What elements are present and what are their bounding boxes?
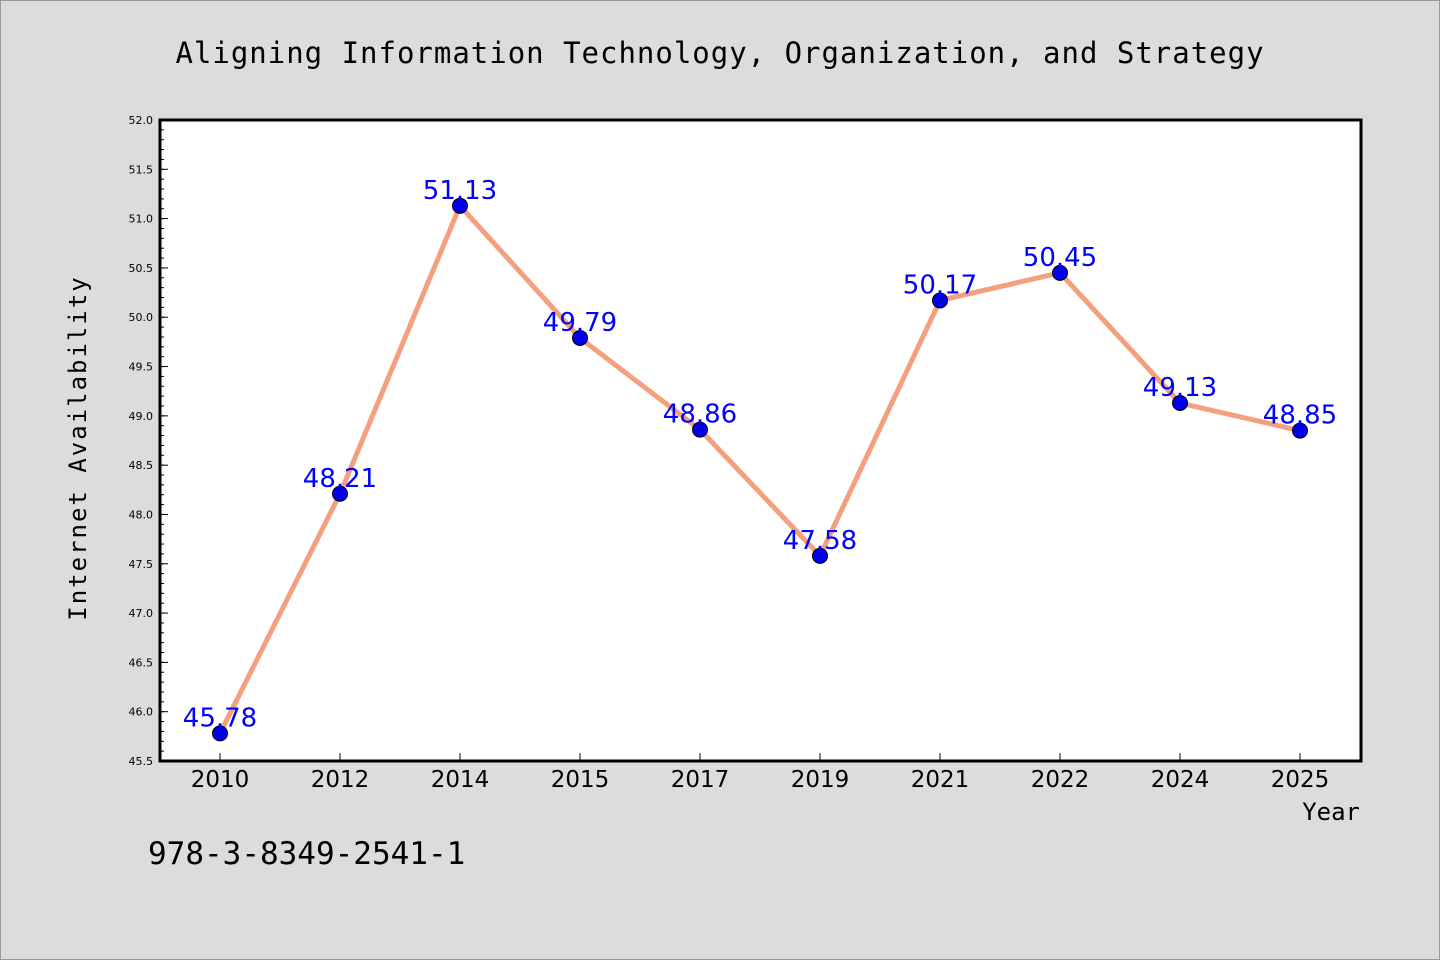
y-tick-label: 46.0 [129,706,154,719]
y-axis: 45.5 46.0 46.5 47.0 47.5 48.0 48.5 49.0 49.5 50.0… [129,114,168,768]
y-tick-label: 50.0 [129,311,154,324]
y-tick-label: 48.0 [129,508,154,521]
data-label: 49.13 [1143,373,1217,403]
y-tick-label: 49.5 [129,361,154,374]
data-label: 51.13 [423,176,497,206]
x-tick-label: 2012 [311,767,370,793]
series-line [217,203,1303,736]
data-label: 48.85 [1263,401,1337,431]
x-tick-label: 2014 [431,767,490,793]
y-tick-label: 51.5 [129,163,154,176]
data-label: 48.86 [663,400,737,430]
data-label: 50.45 [1023,243,1097,273]
data-point [692,421,708,438]
data-label: 49.79 [543,308,617,338]
data-label: 47.58 [783,526,857,556]
data-point [332,485,348,502]
x-axis: 2010 2012 2014 2015 2017 2019 2021 2022 2024 2025 [191,753,1330,793]
data-point [812,547,828,564]
series-layer: 45.78 48.21 51.13 49.79 48.86 47.58 50.17 50.45… [183,176,1337,742]
data-label: 48.21 [303,464,377,494]
y-tick-label: 47.0 [129,607,154,620]
y-tick-label: 48.5 [129,459,154,472]
data-point [572,329,588,346]
data-point [1052,264,1068,281]
data-label: 50.17 [903,270,977,300]
x-tick-label: 2010 [191,767,250,793]
x-tick-label: 2025 [1271,767,1330,793]
data-point [452,197,468,214]
isbn-footer: 978-3-8349-2541-1 [148,836,465,872]
chart-title: Aligning Information Technology, Organiz… [175,36,1264,70]
y-tick-label: 47.5 [129,558,154,571]
x-axis-label: Year [1302,798,1360,826]
plot-area [158,118,1363,763]
x-tick-label: 2017 [671,767,730,793]
data-point [1172,395,1188,412]
y-tick-label: 46.5 [129,656,154,669]
y-tick-label: 52.0 [129,114,154,127]
data-point [1292,422,1308,439]
x-tick-label: 2015 [551,767,610,793]
x-tick-label: 2022 [1031,767,1090,793]
y-tick-label: 50.5 [129,262,154,275]
y-tick-label: 45.5 [129,755,154,768]
x-tick-label: 2019 [791,767,850,793]
data-label: 45.78 [183,703,257,733]
y-axis-label: Internet Availability [64,275,92,620]
data-point [212,725,228,742]
data-point [932,292,948,309]
x-tick-label: 2021 [911,767,970,793]
y-tick-label: 51.0 [129,213,154,226]
x-tick-label: 2024 [1151,767,1210,793]
y-tick-label: 49.0 [129,410,154,423]
